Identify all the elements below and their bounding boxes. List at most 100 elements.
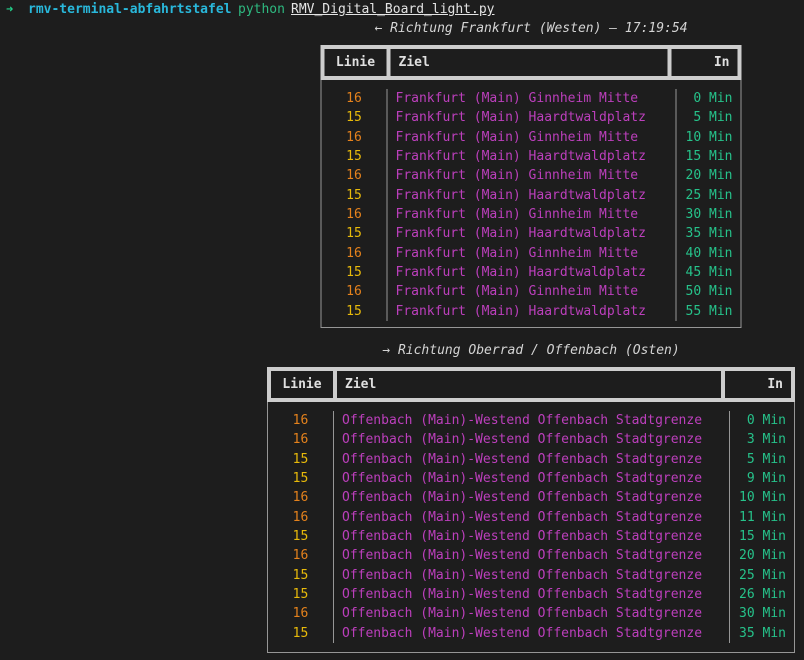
cell-line-number: 16 <box>346 168 362 184</box>
column-header-in: In <box>721 371 791 398</box>
prompt-directory: rmv-terminal-abfahrtstafel <box>28 2 232 17</box>
cell-departure-in: 0 Min <box>675 89 741 109</box>
cell-departure-in: 5 Min <box>729 449 794 470</box>
departures-table-west: Linie Ziel In 16 Frankfurt (Main) Ginnhei… <box>320 45 742 329</box>
cell-destination: Frankfurt (Main) Ginnheim Mitte <box>386 89 676 109</box>
table-header-west: Linie Ziel In <box>320 45 742 80</box>
cell-destination: Frankfurt (Main) Ginnheim Mitte <box>386 127 676 148</box>
table-row: 15 Frankfurt (Main) Haardtwaldplatz 5 Min <box>322 108 741 128</box>
departures-table-east: Linie Ziel In 16 Offenbach (Main)-Westend… <box>267 367 795 654</box>
cell-departure-in: 26 Min <box>729 585 794 605</box>
cell-destination: Frankfurt (Main) Ginnheim Mitte <box>386 282 676 302</box>
column-header-linie: Linie <box>335 55 376 70</box>
cell-departure-in: 10 Min <box>729 488 794 508</box>
table-row: 15 Offenbach (Main)-Westend Offenbach Sta… <box>268 565 794 586</box>
table-body-west: 16 Frankfurt (Main) Ginnheim Mitte 0 Min 15… <box>320 80 742 329</box>
table-row: 15 Frankfurt (Main) Haardtwaldplatz 55 Min <box>322 301 741 322</box>
cell-line-number: 16 <box>292 490 309 506</box>
cell-destination: Frankfurt (Main) Haardtwaldplatz <box>386 108 676 128</box>
cell-departure-in: 11 Min <box>729 507 794 528</box>
cell-destination: Frankfurt (Main) Haardtwaldplatz <box>386 263 676 283</box>
table-row: 16 Offenbach (Main)-Westend Offenbach Sta… <box>268 546 794 566</box>
heading-direction-west: ← Richtung Frankfurt (Westen) – 17:19:54 <box>374 21 688 36</box>
cell-line-number: 15 <box>292 625 309 641</box>
cell-destination: Offenbach (Main)-Westend Offenbach Stadt… <box>333 488 729 508</box>
table-row: 16 Frankfurt (Main) Ginnheim Mitte 0 Min <box>322 89 741 109</box>
cell-line-number: 16 <box>346 284 362 300</box>
cell-departure-in: 35 Min <box>675 224 741 244</box>
cell-departure-in: 10 Min <box>675 127 741 148</box>
shell-prompt-line: ➜ rmv-terminal-abfahrtstafel python RMV_… <box>0 1 495 18</box>
cell-destination: Frankfurt (Main) Haardtwaldplatz <box>386 301 676 322</box>
cell-destination: Frankfurt (Main) Ginnheim Mitte <box>386 166 676 186</box>
table-row: 16 Frankfurt (Main) Ginnheim Mitte 30 Min <box>322 205 741 225</box>
cell-departure-in: 20 Min <box>675 166 741 186</box>
table-row: 15 Frankfurt (Main) Haardtwaldplatz 35 Min <box>322 224 741 244</box>
table-row: 15 Frankfurt (Main) Haardtwaldplatz 25 Min <box>322 185 741 206</box>
cell-line-number: 15 <box>346 110 362 126</box>
cell-departure-in: 45 Min <box>675 263 741 283</box>
cell-destination: Offenbach (Main)-Westend Offenbach Stadt… <box>333 507 729 528</box>
cell-destination: Offenbach (Main)-Westend Offenbach Stadt… <box>333 565 729 586</box>
cell-departure-in: 25 Min <box>729 565 794 586</box>
cell-departure-in: 9 Min <box>729 469 794 489</box>
cell-destination: Offenbach (Main)-Westend Offenbach Stadt… <box>333 604 729 624</box>
cell-line-number: 15 <box>346 226 362 242</box>
prompt-script-name: RMV_Digital_Board_light.py <box>291 2 495 17</box>
table-row: 15 Frankfurt (Main) Haardtwaldplatz 45 Min <box>322 263 741 283</box>
cell-departure-in: 5 Min <box>675 108 741 128</box>
cell-destination: Offenbach (Main)-Westend Offenbach Stadt… <box>333 411 729 431</box>
column-header-ziel: Ziel <box>333 371 721 398</box>
cell-destination: Offenbach (Main)-Westend Offenbach Stadt… <box>333 527 729 547</box>
cell-departure-in: 30 Min <box>675 205 741 225</box>
cell-line-number: 16 <box>346 207 362 223</box>
cell-destination: Offenbach (Main)-Westend Offenbach Stadt… <box>333 546 729 566</box>
cell-departure-in: 30 Min <box>729 604 794 624</box>
table-row: 16 Offenbach (Main)-Westend Offenbach Sta… <box>268 604 794 624</box>
cell-line-number: 15 <box>292 567 309 583</box>
table-row: 15 Offenbach (Main)-Westend Offenbach Sta… <box>268 527 794 547</box>
table-row: 16 Frankfurt (Main) Ginnheim Mitte 20 Min <box>322 166 741 186</box>
cell-destination: Offenbach (Main)-Westend Offenbach Stadt… <box>333 623 729 644</box>
cell-departure-in: 35 Min <box>729 623 794 644</box>
cell-destination: Offenbach (Main)-Westend Offenbach Stadt… <box>333 449 729 470</box>
table-row: 16 Offenbach (Main)-Westend Offenbach Sta… <box>268 411 794 431</box>
table-row: 15 Offenbach (Main)-Westend Offenbach Sta… <box>268 469 794 489</box>
cell-departure-in: 15 Min <box>729 527 794 547</box>
table-body-east: 16 Offenbach (Main)-Westend Offenbach Sta… <box>267 402 795 654</box>
cell-line-number: 16 <box>346 245 362 261</box>
cell-departure-in: 0 Min <box>729 411 794 431</box>
cell-departure-in: 20 Min <box>729 546 794 566</box>
cell-line-number: 16 <box>292 606 309 622</box>
cell-line-number: 15 <box>292 587 309 603</box>
cell-departure-in: 50 Min <box>675 282 741 302</box>
prompt-command: python <box>238 2 285 17</box>
cell-line-number: 16 <box>292 509 309 525</box>
heading-direction-east: → Richtung Oberrad / Offenbach (Osten) <box>382 343 680 358</box>
table-row: 16 Frankfurt (Main) Ginnheim Mitte 50 Min <box>322 282 741 302</box>
cell-line-number: 15 <box>292 529 309 545</box>
column-header-in: In <box>667 49 738 76</box>
table-row: 15 Frankfurt (Main) Haardtwaldplatz 15 Min <box>322 147 741 167</box>
prompt-arrow-icon: ➜ <box>6 2 14 16</box>
cell-departure-in: 3 Min <box>729 430 794 450</box>
cell-line-number: 15 <box>346 265 362 281</box>
cell-departure-in: 55 Min <box>675 301 741 322</box>
column-header-linie: Linie <box>282 377 322 392</box>
table-header-east: Linie Ziel In <box>267 367 795 402</box>
cell-line-number: 16 <box>292 432 309 448</box>
cell-line-number: 16 <box>292 548 309 564</box>
cell-destination: Offenbach (Main)-Westend Offenbach Stadt… <box>333 469 729 489</box>
cell-destination: Frankfurt (Main) Haardtwaldplatz <box>386 185 676 206</box>
cell-destination: Frankfurt (Main) Haardtwaldplatz <box>386 224 676 244</box>
cell-line-number: 16 <box>346 129 362 145</box>
cell-line-number: 15 <box>346 149 362 165</box>
cell-line-number: 16 <box>292 413 309 428</box>
cell-line-number: 15 <box>292 471 309 487</box>
cell-line-number: 16 <box>346 91 362 106</box>
table-row: 16 Frankfurt (Main) Ginnheim Mitte 40 Min <box>322 243 741 264</box>
table-row: 15 Offenbach (Main)-Westend Offenbach Sta… <box>268 449 794 470</box>
cell-departure-in: 40 Min <box>675 243 741 264</box>
cell-line-number: 15 <box>292 451 309 467</box>
